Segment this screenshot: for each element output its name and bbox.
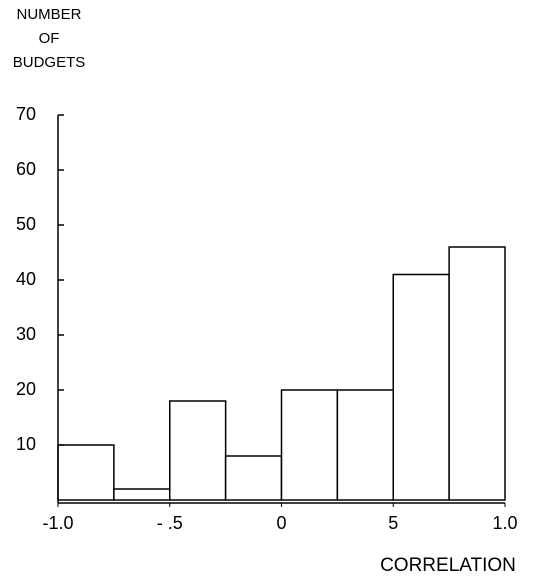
y-tick-label: 20 — [16, 379, 36, 399]
bar — [57, 444, 115, 501]
y-tick-label: 10 — [16, 434, 36, 454]
y-axis-label: NUMBER — [16, 6, 81, 23]
y-axis-label: OF — [39, 30, 60, 47]
x-tick-label: 1.0 — [492, 513, 517, 533]
x-axis-label: CORRELATION — [380, 555, 516, 576]
y-tick-label: 40 — [16, 269, 36, 289]
x-tick-label: 5 — [388, 513, 398, 533]
x-tick-label: - .5 — [157, 513, 183, 533]
bar — [280, 389, 339, 501]
y-tick-label: 60 — [16, 159, 36, 179]
bar — [169, 400, 227, 501]
bar — [113, 488, 171, 501]
y-tick-label: 30 — [16, 324, 36, 344]
bar — [336, 389, 394, 501]
x-tick-label: -1.0 — [42, 513, 73, 533]
x-tick-label: 0 — [276, 513, 286, 533]
y-axis-label: BUDGETS — [13, 54, 86, 71]
y-tick-label: 70 — [16, 104, 36, 124]
bar — [224, 455, 283, 501]
bar — [392, 273, 450, 501]
y-tick-label: 50 — [16, 214, 36, 234]
bar — [448, 246, 506, 501]
